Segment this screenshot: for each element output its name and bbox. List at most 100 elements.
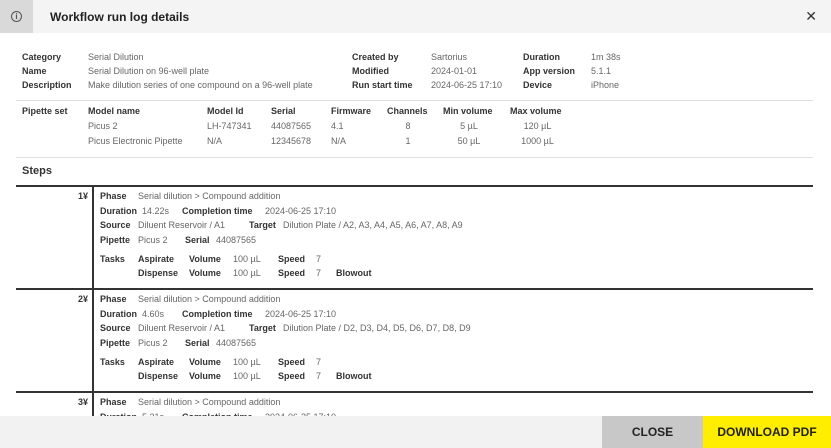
summary-value: Serial Dilution on 96-well plate (88, 66, 210, 76)
summary-value: 2024-06-25 17:10 (431, 80, 503, 90)
source-value: Diluent Reservoir / A1 (138, 220, 226, 230)
step-divider (92, 391, 94, 429)
divider (16, 157, 813, 158)
table-cell: 1 (405, 136, 411, 146)
step-number: 1¥ (77, 191, 88, 201)
step-divider (92, 185, 94, 288)
speed-label: Speed (278, 254, 306, 264)
step-divider (16, 391, 813, 393)
duration-label: Duration (100, 309, 137, 319)
pipette-value: Picus 2 (138, 235, 168, 245)
table-cell: 1000 µL (521, 136, 554, 146)
phase-value: Serial dilution > Compound addition (138, 397, 281, 407)
volume-label: Volume (189, 371, 221, 381)
summary-value: Make dilution series of one compound on … (88, 80, 313, 90)
summary-label: Name (22, 66, 47, 76)
dialog-footer: CLOSE DOWNLOAD PDF (0, 416, 831, 448)
target-label: Target (249, 323, 276, 333)
column-header: Max volume (510, 106, 562, 116)
column-header: Min volume (443, 106, 493, 116)
column-header: Model Id (207, 106, 244, 116)
phase-value: Serial dilution > Compound addition (138, 294, 281, 304)
source-label: Source (100, 220, 131, 230)
table-cell: Picus 2 (88, 121, 118, 131)
table-cell: N/A (207, 136, 223, 146)
table-cell: 44087565 (271, 121, 312, 131)
summary-label: Modified (352, 66, 389, 76)
summary-label: Description (22, 80, 72, 90)
summary-label: App version (523, 66, 576, 76)
summary-value: Serial Dilution (88, 52, 144, 62)
info-icon: i (0, 0, 33, 33)
column-header: Serial (271, 106, 296, 116)
table-cell: 4.1 (331, 121, 344, 131)
table-cell: Picus Electronic Pipette (88, 136, 183, 146)
speed-label: Speed (278, 371, 306, 381)
volume-value: 100 µL (233, 357, 261, 367)
table-cell: 50 µL (457, 136, 481, 146)
serial-value: 44087565 (216, 338, 257, 348)
target-value: Dilution Plate / D2, D3, D4, D5, D6, D7,… (283, 323, 471, 333)
duration-value: 14.22s (142, 206, 170, 216)
table-cell: 5 µL (460, 121, 478, 131)
phase-label: Phase (100, 294, 127, 304)
task-option: Blowout (336, 371, 372, 381)
summary-label: Device (523, 80, 553, 90)
download-pdf-button[interactable]: DOWNLOAD PDF (703, 416, 831, 448)
step-number: 2¥ (77, 294, 88, 304)
completion-label: Completion time (182, 309, 253, 319)
phase-value: Serial dilution > Compound addition (138, 191, 281, 201)
table-cell: N/A (331, 136, 347, 146)
step-number: 3¥ (77, 397, 88, 407)
duration-label: Duration (100, 206, 137, 216)
tasks-label: Tasks (100, 357, 125, 367)
summary-value: iPhone (591, 80, 620, 90)
task-name: Dispense (138, 371, 179, 381)
table-cell: 120 µL (523, 121, 552, 131)
volume-value: 100 µL (233, 268, 261, 278)
summary-label: Duration (523, 52, 560, 62)
step-divider (16, 185, 813, 187)
table-cell: 12345678 (271, 136, 312, 146)
pipette-label: Pipette (100, 235, 131, 245)
completion-value: 2024-06-25 17:10 (265, 309, 337, 319)
phase-label: Phase (100, 397, 127, 407)
dialog-header: i Workflow run log details ✕ (0, 0, 831, 33)
close-icon[interactable]: ✕ (805, 8, 817, 24)
serial-label: Serial (185, 235, 210, 245)
volume-label: Volume (189, 268, 221, 278)
divider (16, 100, 813, 101)
serial-label: Serial (185, 338, 210, 348)
serial-value: 44087565 (216, 235, 257, 245)
column-header: Channels (387, 106, 428, 116)
duration-value: 4.60s (142, 309, 165, 319)
table-cell: 8 (405, 121, 411, 131)
target-label: Target (249, 220, 276, 230)
speed-value: 7 (316, 254, 322, 264)
steps-heading: Steps (22, 165, 52, 177)
summary-value: Sartorius (431, 52, 468, 62)
source-label: Source (100, 323, 131, 333)
task-option: Blowout (336, 268, 372, 278)
step-divider (92, 288, 94, 391)
dialog-title: Workflow run log details (50, 10, 190, 24)
task-name: Dispense (138, 268, 179, 278)
speed-label: Speed (278, 268, 306, 278)
completion-label: Completion time (182, 206, 253, 216)
pipette-set-label: Pipette set (22, 106, 68, 116)
step-item: 1¥ Phase Serial dilution > Compound additi… (0, 185, 831, 288)
close-button[interactable]: CLOSE (602, 416, 703, 448)
summary-value: 1m 38s (591, 52, 621, 62)
column-header: Model name (88, 106, 141, 116)
pipette-label: Pipette (100, 338, 131, 348)
step-item: 2¥ Phase Serial dilution > Compound additi… (0, 288, 831, 391)
source-value: Diluent Reservoir / A1 (138, 323, 226, 333)
summary-value: 2024-01-01 (431, 66, 478, 76)
task-name: Aspirate (138, 254, 175, 264)
summary-value: 5.1.1 (591, 66, 612, 76)
target-value: Dilution Plate / A2, A3, A4, A5, A6, A7,… (283, 220, 463, 230)
volume-label: Volume (189, 254, 221, 264)
task-name: Aspirate (138, 357, 175, 367)
summary-label: Category (22, 52, 62, 62)
speed-label: Speed (278, 357, 306, 367)
